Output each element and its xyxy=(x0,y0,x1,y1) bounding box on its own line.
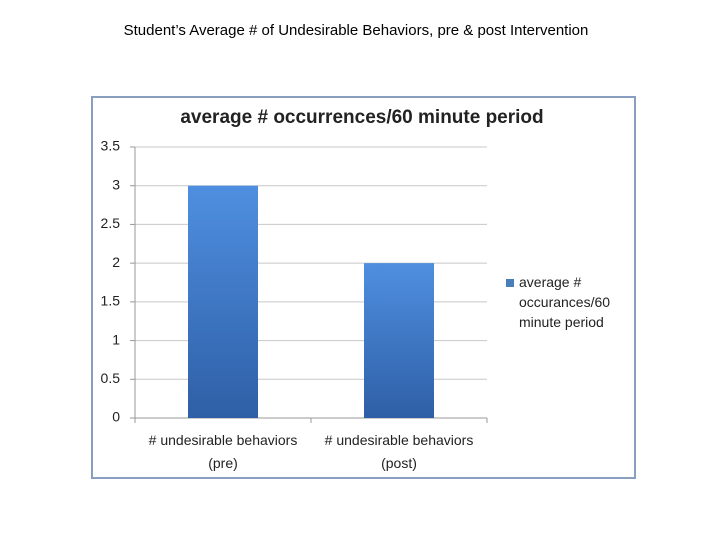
bar xyxy=(188,185,258,418)
y-tick-label: 2.5 xyxy=(101,215,121,231)
legend-marker xyxy=(506,279,514,287)
y-tick-label: 3 xyxy=(112,176,120,192)
y-tick-label: 2 xyxy=(112,254,120,270)
page-title: Student’s Average # of Undesirable Behav… xyxy=(123,22,589,39)
y-tick-label: 0.5 xyxy=(101,370,121,386)
y-tick-label: 3.5 xyxy=(101,138,121,154)
y-tick-label: 1 xyxy=(112,331,120,347)
chart-title: average # occurrences/60 minute period xyxy=(180,107,543,128)
x-tick-label: # undesirable behaviors (pre) xyxy=(149,432,298,471)
y-tick-label: 0 xyxy=(112,409,120,425)
bar xyxy=(364,263,434,418)
legend-label: average # occurances/60 minute period xyxy=(519,274,611,330)
x-tick-label: # undesirable behaviors (post) xyxy=(325,432,474,471)
y-tick-label: 1.5 xyxy=(101,293,121,309)
chart-frame xyxy=(91,96,636,479)
